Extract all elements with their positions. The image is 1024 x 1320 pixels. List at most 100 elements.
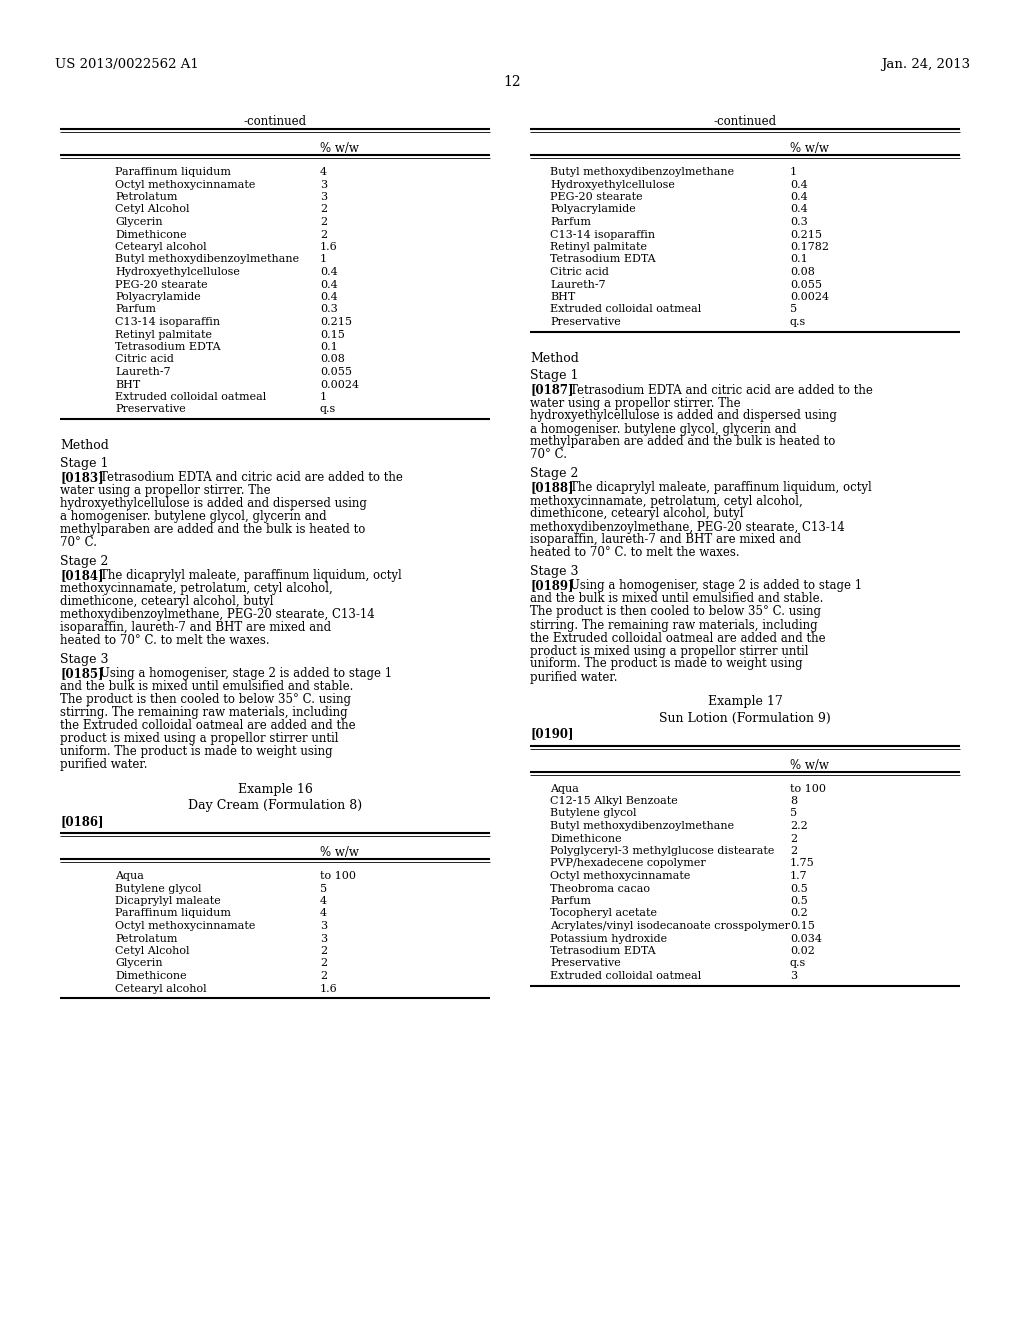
Text: Potassium hydroxide: Potassium hydroxide [550, 933, 667, 944]
Text: and the bulk is mixed until emulsified and stable.: and the bulk is mixed until emulsified a… [60, 680, 353, 693]
Text: Tocopheryl acetate: Tocopheryl acetate [550, 908, 657, 919]
Text: 4: 4 [319, 168, 327, 177]
Text: Butylene glycol: Butylene glycol [550, 808, 637, 818]
Text: [0188]: [0188] [530, 482, 573, 495]
Text: Petrolatum: Petrolatum [115, 191, 177, 202]
Text: hydroxyethylcellulose is added and dispersed using: hydroxyethylcellulose is added and dispe… [530, 409, 837, 422]
Text: 0.4: 0.4 [790, 180, 808, 190]
Text: Octyl methoxycinnamate: Octyl methoxycinnamate [115, 180, 255, 190]
Text: 0.055: 0.055 [319, 367, 352, 378]
Text: Stage 2: Stage 2 [530, 467, 579, 480]
Text: Stage 1: Stage 1 [60, 457, 109, 470]
Text: Octyl methoxycinnamate: Octyl methoxycinnamate [550, 871, 690, 880]
Text: Preservative: Preservative [115, 404, 185, 414]
Text: uniform. The product is made to weight using: uniform. The product is made to weight u… [60, 744, 333, 758]
Text: stirring. The remaining raw materials, including: stirring. The remaining raw materials, i… [60, 706, 347, 719]
Text: 0.1782: 0.1782 [790, 242, 829, 252]
Text: Parfum: Parfum [115, 305, 156, 314]
Text: 5: 5 [319, 883, 327, 894]
Text: water using a propellor stirrer. The: water using a propellor stirrer. The [60, 484, 270, 498]
Text: Paraffinum liquidum: Paraffinum liquidum [115, 168, 231, 177]
Text: Preservative: Preservative [550, 317, 621, 327]
Text: 8: 8 [790, 796, 797, 807]
Text: 2: 2 [319, 958, 327, 969]
Text: The dicaprylyl maleate, paraffinum liquidum, octyl: The dicaprylyl maleate, paraffinum liqui… [100, 569, 401, 582]
Text: water using a propellor stirrer. The: water using a propellor stirrer. The [530, 396, 740, 409]
Text: 3: 3 [319, 921, 327, 931]
Text: isoparaffin, laureth-7 and BHT are mixed and: isoparaffin, laureth-7 and BHT are mixed… [60, 620, 331, 634]
Text: 0.1: 0.1 [319, 342, 338, 352]
Text: 70° C.: 70° C. [530, 449, 567, 462]
Text: 5: 5 [790, 808, 797, 818]
Text: [0187]: [0187] [530, 384, 573, 396]
Text: Polyglyceryl-3 methylglucose distearate: Polyglyceryl-3 methylglucose distearate [550, 846, 774, 855]
Text: Butyl methoxydibenzoylmethane: Butyl methoxydibenzoylmethane [115, 255, 299, 264]
Text: [0184]: [0184] [60, 569, 103, 582]
Text: PVP/hexadecene copolymer: PVP/hexadecene copolymer [550, 858, 706, 869]
Text: purified water.: purified water. [530, 671, 617, 684]
Text: 4: 4 [319, 908, 327, 919]
Text: Tetrasodium EDTA: Tetrasodium EDTA [115, 342, 220, 352]
Text: methylparaben are added and the bulk is heated to: methylparaben are added and the bulk is … [530, 436, 836, 449]
Text: to 100: to 100 [319, 871, 356, 880]
Text: uniform. The product is made to weight using: uniform. The product is made to weight u… [530, 657, 803, 671]
Text: US 2013/0022562 A1: US 2013/0022562 A1 [55, 58, 199, 71]
Text: 0.4: 0.4 [319, 280, 338, 289]
Text: C13-14 isoparaffin: C13-14 isoparaffin [115, 317, 220, 327]
Text: Extruded colloidal oatmeal: Extruded colloidal oatmeal [550, 305, 701, 314]
Text: 3: 3 [319, 191, 327, 202]
Text: 0.15: 0.15 [319, 330, 345, 339]
Text: Extruded colloidal oatmeal: Extruded colloidal oatmeal [115, 392, 266, 403]
Text: 1.7: 1.7 [790, 871, 808, 880]
Text: heated to 70° C. to melt the waxes.: heated to 70° C. to melt the waxes. [60, 634, 269, 647]
Text: C13-14 isoparaffin: C13-14 isoparaffin [550, 230, 655, 239]
Text: 3: 3 [319, 180, 327, 190]
Text: Hydroxyethylcellulose: Hydroxyethylcellulose [550, 180, 675, 190]
Text: Method: Method [530, 351, 579, 364]
Text: Cetyl Alcohol: Cetyl Alcohol [115, 205, 189, 214]
Text: % w/w: % w/w [790, 143, 828, 154]
Text: q.s: q.s [790, 317, 806, 327]
Text: Using a homogeniser, stage 2 is added to stage 1: Using a homogeniser, stage 2 is added to… [100, 667, 392, 680]
Text: methylparaben are added and the bulk is heated to: methylparaben are added and the bulk is … [60, 523, 366, 536]
Text: Theobroma cacao: Theobroma cacao [550, 883, 650, 894]
Text: heated to 70° C. to melt the waxes.: heated to 70° C. to melt the waxes. [530, 546, 739, 560]
Text: PEG-20 stearate: PEG-20 stearate [115, 280, 208, 289]
Text: 2: 2 [319, 946, 327, 956]
Text: Cetearyl alcohol: Cetearyl alcohol [115, 242, 207, 252]
Text: The product is then cooled to below 35° C. using: The product is then cooled to below 35° … [60, 693, 351, 706]
Text: 70° C.: 70° C. [60, 536, 97, 549]
Text: Paraffinum liquidum: Paraffinum liquidum [115, 908, 231, 919]
Text: Hydroxyethylcellulose: Hydroxyethylcellulose [115, 267, 240, 277]
Text: 0.3: 0.3 [319, 305, 338, 314]
Text: Dimethicone: Dimethicone [115, 972, 186, 981]
Text: 0.15: 0.15 [790, 921, 815, 931]
Text: Butyl methoxydibenzoylmethane: Butyl methoxydibenzoylmethane [550, 821, 734, 832]
Text: Tetrasodium EDTA: Tetrasodium EDTA [550, 946, 655, 956]
Text: Aqua: Aqua [115, 871, 144, 880]
Text: [0183]: [0183] [60, 471, 103, 484]
Text: Butyl methoxydibenzoylmethane: Butyl methoxydibenzoylmethane [550, 168, 734, 177]
Text: 1.75: 1.75 [790, 858, 815, 869]
Text: 0.4: 0.4 [790, 191, 808, 202]
Text: PEG-20 stearate: PEG-20 stearate [550, 191, 643, 202]
Text: The product is then cooled to below 35° C. using: The product is then cooled to below 35° … [530, 606, 821, 619]
Text: 0.4: 0.4 [319, 267, 338, 277]
Text: Tetrasodium EDTA: Tetrasodium EDTA [550, 255, 655, 264]
Text: Tetrasodium EDTA and citric acid are added to the: Tetrasodium EDTA and citric acid are add… [100, 471, 402, 484]
Text: Parfum: Parfum [550, 216, 591, 227]
Text: 0.215: 0.215 [790, 230, 822, 239]
Text: methoxydibenzoylmethane, PEG-20 stearate, C13-14: methoxydibenzoylmethane, PEG-20 stearate… [530, 520, 845, 533]
Text: Jan. 24, 2013: Jan. 24, 2013 [881, 58, 970, 71]
Text: 0.3: 0.3 [790, 216, 808, 227]
Text: 0.034: 0.034 [790, 933, 822, 944]
Text: dimethicone, cetearyl alcohol, butyl: dimethicone, cetearyl alcohol, butyl [530, 507, 743, 520]
Text: 0.1: 0.1 [790, 255, 808, 264]
Text: Citric acid: Citric acid [115, 355, 174, 364]
Text: 2: 2 [319, 205, 327, 214]
Text: Dicaprylyl maleate: Dicaprylyl maleate [115, 896, 221, 906]
Text: Using a homogeniser, stage 2 is added to stage 1: Using a homogeniser, stage 2 is added to… [570, 579, 862, 593]
Text: Laureth-7: Laureth-7 [550, 280, 605, 289]
Text: [0185]: [0185] [60, 667, 103, 680]
Text: Petrolatum: Petrolatum [115, 933, 177, 944]
